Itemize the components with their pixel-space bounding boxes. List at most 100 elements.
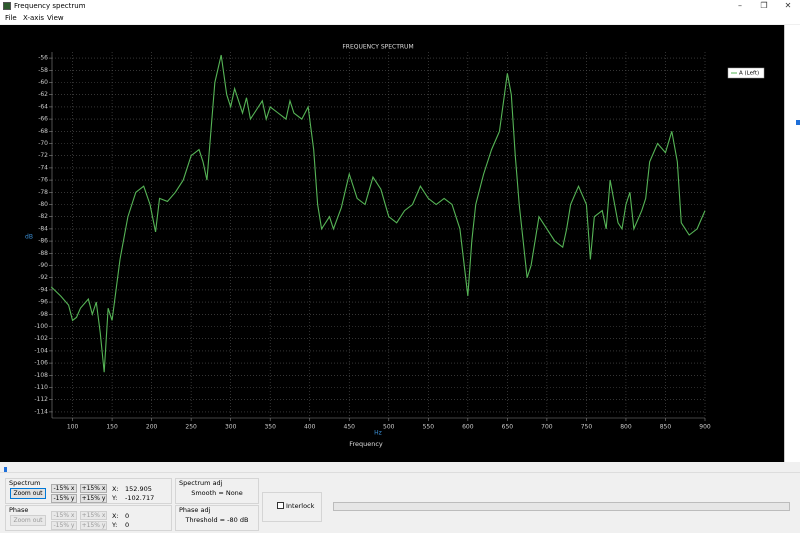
y-tick-label: -94	[38, 286, 48, 293]
x-value: 0	[125, 512, 130, 520]
zoom-button[interactable]: -15% y	[51, 494, 77, 503]
group-label: Spectrum	[9, 479, 41, 487]
zoom-button[interactable]: -15% x	[51, 484, 77, 493]
zoom-out-button: Zoom out	[10, 515, 46, 526]
legend-label: A (Left)	[739, 71, 759, 77]
y-tick-label: -64	[38, 103, 48, 110]
x-tick-label: 450	[344, 424, 356, 431]
y-tick-label: -82	[38, 213, 48, 220]
scroll-marker[interactable]	[796, 120, 800, 125]
y-tick-label: -86	[38, 238, 48, 245]
spectrum-adj-group	[175, 478, 259, 504]
x-label: X:	[112, 512, 119, 520]
menu-bar: File X-axis View	[0, 12, 800, 24]
menu-x-axis[interactable]: X-axis	[23, 14, 44, 22]
x-tick-label: 550	[423, 424, 435, 431]
y-tick-label: -70	[38, 140, 48, 147]
y-tick-label: -92	[38, 274, 48, 281]
zoom-button: +15% y	[80, 521, 107, 530]
x-tick-label: 600	[462, 424, 474, 431]
app-icon	[3, 2, 11, 10]
interlock-group	[262, 492, 322, 522]
y-tick-label: -114	[34, 408, 48, 415]
group-label: Spectrum adj	[179, 479, 223, 487]
horizontal-scrollbar	[0, 462, 800, 473]
phase-adj-group	[175, 505, 259, 531]
x-tick-label: 700	[541, 424, 553, 431]
x-axis-label: Frequency	[349, 440, 383, 448]
side-scrollbar	[784, 25, 800, 462]
y-tick-label: -110	[34, 384, 48, 391]
spectrum-chart: FREQUENCY SPECTRUM dB Hz Frequency -56 -5…	[0, 25, 784, 462]
y-tick-label: -102	[34, 335, 48, 342]
x-tick-label: 250	[185, 424, 197, 431]
y-axis-label: dB	[25, 234, 33, 241]
x-tick-label: 100	[67, 424, 79, 431]
y-tick-label: -112	[34, 396, 48, 403]
y-tick-label: -106	[34, 360, 48, 367]
plot-background	[0, 25, 784, 462]
y-tick-label: -58	[38, 67, 48, 74]
spectrum-group	[5, 478, 172, 504]
x-axis-unit: Hz	[374, 430, 382, 437]
y-tick-label: -88	[38, 250, 48, 257]
y-label: Y:	[112, 521, 118, 529]
zoom-button[interactable]: +15% y	[80, 494, 107, 503]
y-tick-label: -104	[34, 347, 48, 354]
progress-bar	[333, 502, 790, 511]
interlock-label: Interlock	[286, 502, 315, 510]
y-tick-label: -98	[38, 311, 48, 318]
group-label: Phase	[9, 506, 29, 514]
x-tick-label: 150	[106, 424, 118, 431]
y-tick-label: -100	[34, 323, 48, 330]
x-tick-label: 650	[502, 424, 514, 431]
y-tick-label: -108	[34, 372, 48, 379]
y-tick-label: -80	[38, 201, 48, 208]
interlock-checkbox[interactable]	[277, 502, 284, 509]
y-tick-label: -68	[38, 128, 48, 135]
threshold-setting[interactable]: Threshold = -80 dB	[185, 516, 249, 524]
y-tick-label: -96	[38, 299, 48, 306]
x-tick-label: 350	[264, 424, 276, 431]
chart-title: FREQUENCY SPECTRUM	[342, 44, 413, 51]
spectrum-line	[50, 54, 706, 373]
y-tick-label: -90	[38, 262, 48, 269]
menu-view[interactable]: View	[47, 14, 64, 22]
y-value: 0	[125, 521, 130, 529]
x-value: 152.905	[125, 485, 152, 493]
y-label: Y:	[112, 494, 118, 502]
x-tick-label: 200	[146, 424, 158, 431]
group-label: Phase adj	[179, 506, 211, 514]
y-tick-label: -60	[38, 79, 48, 86]
y-tick-label: -76	[38, 177, 48, 184]
y-tick-label: -72	[38, 152, 48, 159]
x-tick-label: 750	[581, 424, 593, 431]
x-tick-label: 800	[620, 424, 632, 431]
maximize-button[interactable]: ❐	[760, 1, 768, 10]
y-value: -102.717	[125, 494, 155, 502]
y-tick-label: -78	[38, 189, 48, 196]
zoom-button[interactable]: +15% x	[80, 484, 107, 493]
zoom-button: -15% y	[51, 521, 77, 530]
x-tick-label: 900	[699, 424, 711, 431]
y-tick-label: -84	[38, 225, 48, 232]
menu-file[interactable]: File	[5, 14, 17, 22]
title-bar: Frequency spectrum – ❐ ✕	[0, 0, 800, 12]
window-title: Frequency spectrum	[14, 2, 86, 10]
close-button[interactable]: ✕	[784, 1, 792, 10]
y-tick-label: -56	[38, 55, 48, 62]
legend-box	[727, 67, 765, 79]
y-tick-label: -62	[38, 91, 48, 98]
x-tick-label: 850	[660, 424, 672, 431]
zoom-button: -15% x	[51, 511, 77, 520]
x-label: X:	[112, 485, 119, 493]
x-tick-label: 300	[225, 424, 237, 431]
x-tick-label: 500	[383, 424, 395, 431]
zoom-out-button[interactable]: Zoom out	[10, 488, 46, 499]
minimize-button[interactable]: –	[738, 1, 742, 10]
y-tick-label: -74	[38, 164, 48, 171]
scroll-marker[interactable]	[4, 467, 7, 472]
y-tick-label: -66	[38, 116, 48, 123]
smooth-setting[interactable]: Smooth = None	[191, 489, 243, 497]
